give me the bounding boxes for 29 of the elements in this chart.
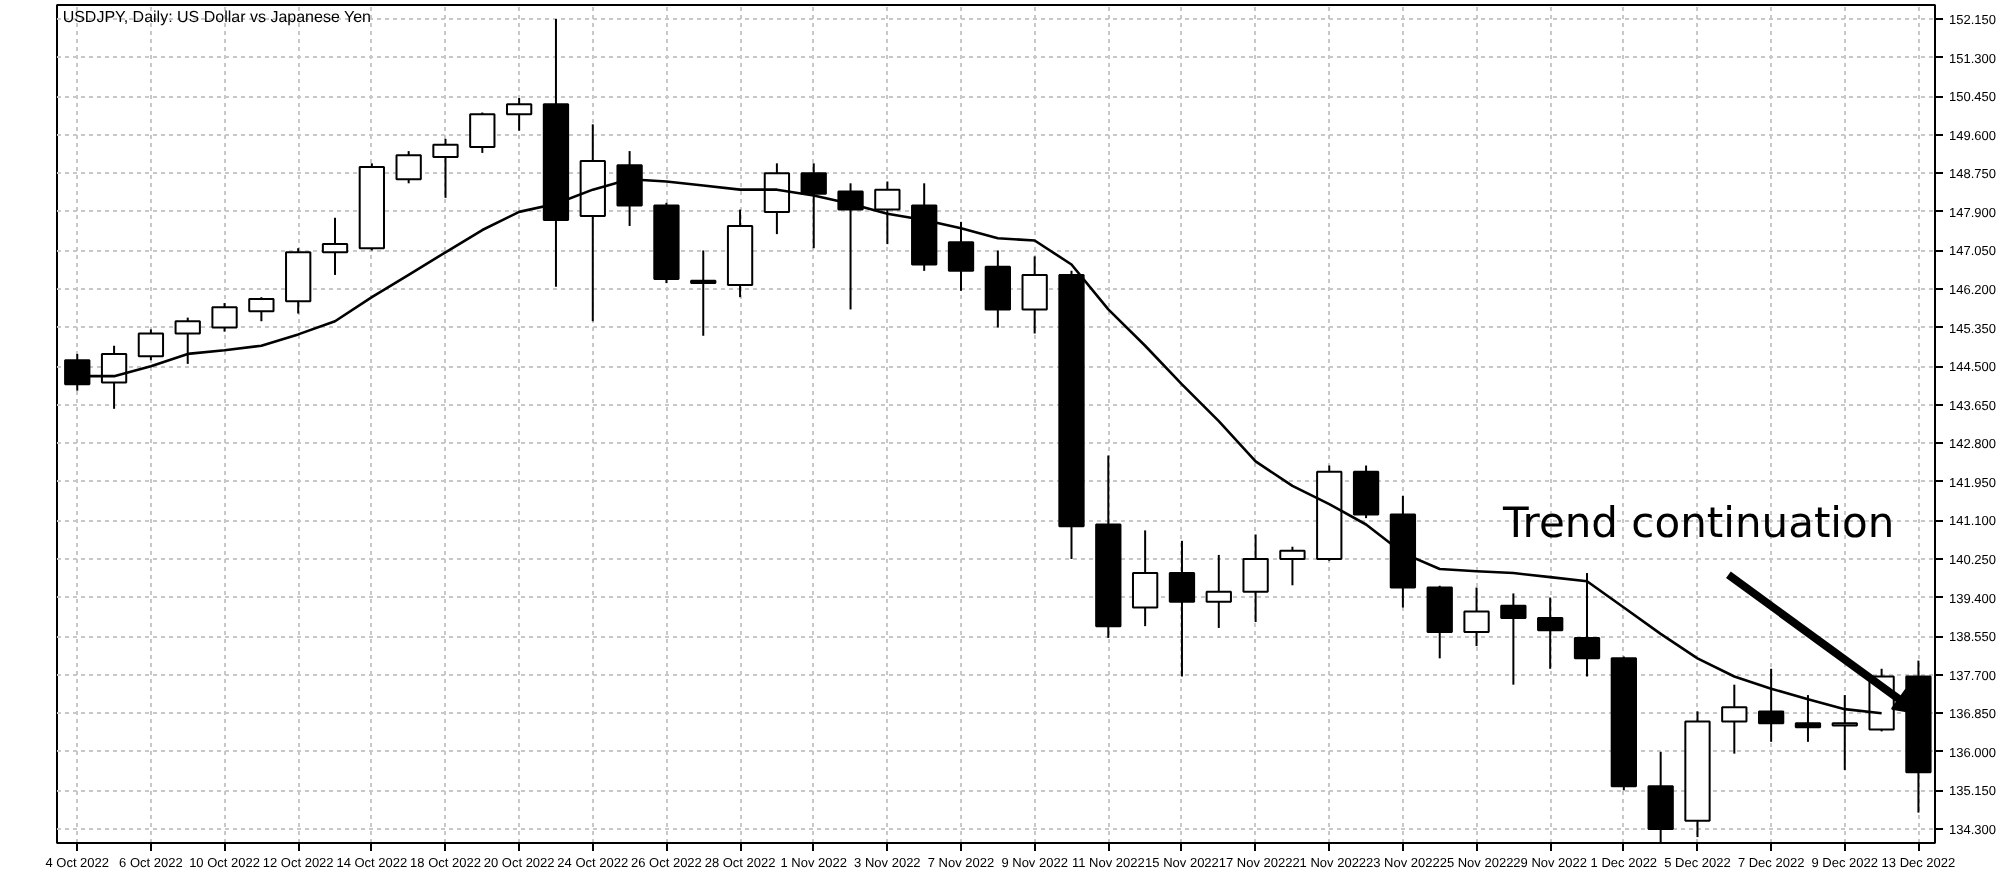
candlestick [1426, 584, 1453, 660]
candlestick [174, 316, 201, 365]
candlestick [211, 302, 238, 333]
candlestick [321, 216, 349, 276]
candlestick [1463, 586, 1490, 648]
annotation: Trend continuation [1501, 499, 1895, 548]
candlestick [1242, 533, 1269, 624]
chart-title: USDJPY, Daily: US Dollar vs Japanese Yen [62, 7, 371, 26]
candlestick [690, 249, 717, 337]
candlestick [137, 328, 165, 362]
candlestick [1168, 539, 1196, 678]
candlestick [1721, 683, 1748, 755]
candlestick [1573, 572, 1601, 678]
candlestick [395, 150, 422, 185]
candlestick [248, 296, 275, 323]
candlestick [469, 111, 496, 154]
candlestick [1352, 464, 1380, 520]
candlestick [1131, 529, 1159, 628]
candlestick [1279, 545, 1306, 587]
candlestick [947, 220, 975, 292]
candlestick [1500, 592, 1527, 686]
candlestick [1205, 553, 1232, 629]
candlestick [100, 344, 128, 410]
candlestick [1021, 255, 1048, 335]
candlestick [984, 249, 1011, 329]
candlestick [432, 137, 459, 199]
candlestick [837, 182, 864, 311]
candlestick [1537, 596, 1564, 670]
candlestick [505, 97, 533, 132]
